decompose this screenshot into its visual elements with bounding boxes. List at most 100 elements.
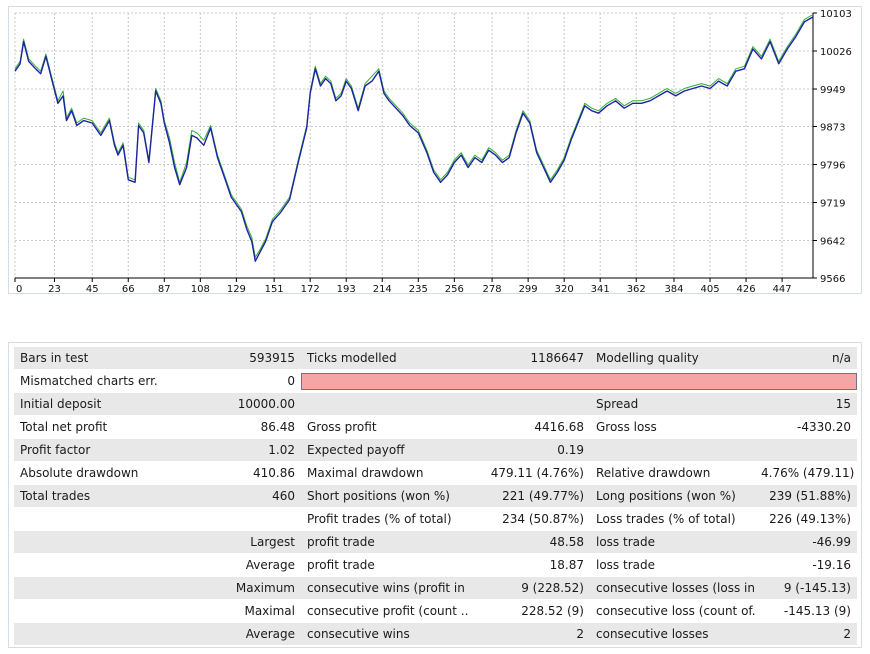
x-tick-label: 172 bbox=[301, 284, 320, 293]
report-cell: 479.11 (4.76%) bbox=[469, 461, 590, 485]
report-row: Bars in test 593915 Ticks modelled 1186647 M… bbox=[14, 347, 857, 370]
report-row: Average consecutive wins 2 consecutive loss… bbox=[14, 622, 857, 646]
report-cell: 4416.68 bbox=[469, 415, 590, 439]
report-row: Absolute drawdown 410.86 Maximal drawdown 4… bbox=[14, 461, 857, 485]
chart-grid bbox=[14, 12, 813, 279]
report-cell: Gross profit bbox=[301, 415, 469, 439]
report-cell: profit trade bbox=[301, 530, 469, 554]
balance-series-line bbox=[14, 16, 814, 262]
report-cell bbox=[14, 507, 159, 531]
x-tick-label: 320 bbox=[555, 284, 574, 293]
report-row: Largest profit trade 48.58 loss trade -46.99 bbox=[14, 530, 857, 554]
report-cell: Total trades bbox=[14, 484, 159, 508]
report-cell: consecutive loss (count of... bbox=[590, 599, 755, 623]
report-cell: -46.99 bbox=[755, 530, 857, 554]
x-tick-label: 108 bbox=[191, 284, 210, 293]
report-cell: 2 bbox=[755, 622, 857, 646]
x-tick-label: 426 bbox=[737, 284, 756, 293]
report-cell: 86.48 bbox=[159, 415, 301, 439]
report-cell: 0.19 bbox=[469, 438, 590, 462]
x-tick-label: 87 bbox=[158, 284, 171, 293]
report-cell: consecutive wins bbox=[301, 622, 469, 646]
x-tick-label: 405 bbox=[700, 284, 719, 293]
report-cell: Relative drawdown bbox=[590, 461, 755, 485]
y-tick-label: 9949 bbox=[820, 85, 845, 96]
report-cell: 18.87 bbox=[469, 553, 590, 577]
y-axis-ticks: 9566 9642 9719 9796 9873 9949 10026 10103 bbox=[820, 9, 852, 285]
report-cell: 228.52 (9) bbox=[469, 599, 590, 623]
report-cell: consecutive losses bbox=[590, 622, 755, 646]
x-tick-label: 447 bbox=[773, 284, 792, 293]
y-tick-label: 10103 bbox=[820, 9, 852, 20]
report-cell: 226 (49.13%) bbox=[755, 507, 857, 531]
y-tick-label: 9873 bbox=[820, 123, 845, 134]
report-row: Total net profit 86.48 Gross profit 4416.68… bbox=[14, 415, 857, 439]
report-cell: Maximal bbox=[159, 599, 301, 623]
report-row: Average profit trade 18.87 loss trade -19.16 bbox=[14, 553, 857, 577]
report-cell: Maximum bbox=[159, 576, 301, 600]
report-cell: -19.16 bbox=[755, 553, 857, 577]
mismatch-indicator-box bbox=[301, 372, 857, 390]
report-cell: Long positions (won %) bbox=[590, 484, 755, 508]
y-tick-label: 9719 bbox=[820, 198, 845, 209]
x-tick-label: 151 bbox=[265, 284, 284, 293]
report-cell: 239 (51.88%) bbox=[755, 484, 857, 508]
report-row: Profit factor 1.02 Expected payoff 0.19 bbox=[14, 438, 857, 462]
report-cell: 1186647 bbox=[469, 347, 590, 370]
x-tick-label: 23 bbox=[48, 284, 61, 293]
report-cell: consecutive wins (profit in ... bbox=[301, 576, 469, 600]
report-cell: 10000.00 bbox=[159, 392, 301, 416]
chart-axes bbox=[14, 12, 817, 282]
report-cell: -4330.20 bbox=[755, 415, 857, 439]
report-row: Initial deposit 10000.00 Spread 15 bbox=[14, 392, 857, 416]
report-cell: Ticks modelled bbox=[301, 347, 469, 370]
y-tick-label: 9566 bbox=[820, 274, 845, 285]
report-cell: 0 bbox=[159, 369, 301, 393]
report-cell: loss trade bbox=[590, 553, 755, 577]
report-cell: 1.02 bbox=[159, 438, 301, 462]
report-cell: 410.86 bbox=[159, 461, 301, 485]
x-tick-label: 129 bbox=[227, 284, 246, 293]
balance-chart-panel: 0 23 45 66 87 108 129 151 172 193 214 235 256 278 299 3… bbox=[8, 6, 862, 294]
x-tick-label: 256 bbox=[445, 284, 464, 293]
x-tick-label: 193 bbox=[337, 284, 356, 293]
report-cell bbox=[14, 622, 159, 646]
report-cell: Bars in test bbox=[14, 347, 159, 370]
report-row: Maximum consecutive wins (profit in ... 9 … bbox=[14, 576, 857, 600]
x-axis-ticks: 0 23 45 66 87 108 129 151 172 193 214 235 256 278 299 3… bbox=[16, 284, 792, 293]
mismatch-indicator-cell bbox=[301, 369, 857, 393]
report-cell: Initial deposit bbox=[14, 392, 159, 416]
x-tick-label: 299 bbox=[519, 284, 538, 293]
test-report-panel: Bars in test 593915 Ticks modelled 1186647 M… bbox=[8, 342, 862, 648]
x-tick-label: 0 bbox=[16, 284, 22, 293]
report-cell: -145.13 (9) bbox=[755, 599, 857, 623]
report-cell bbox=[14, 576, 159, 600]
report-cell: 460 bbox=[159, 484, 301, 508]
report-cell: 9 (-145.13) bbox=[755, 576, 857, 600]
report-cell: 15 bbox=[755, 392, 857, 416]
report-cell: Absolute drawdown bbox=[14, 461, 159, 485]
report-cell bbox=[301, 392, 469, 416]
report-cell: Largest bbox=[159, 530, 301, 554]
report-cell: Average bbox=[159, 622, 301, 646]
report-cell: 593915 bbox=[159, 347, 301, 370]
x-tick-label: 235 bbox=[409, 284, 428, 293]
report-cell bbox=[14, 599, 159, 623]
report-cell bbox=[755, 438, 857, 462]
x-tick-label: 214 bbox=[373, 284, 392, 293]
report-row: Total trades 460 Short positions (won %) 22… bbox=[14, 484, 857, 508]
report-cell: loss trade bbox=[590, 530, 755, 554]
report-cell: Profit trades (% of total) bbox=[301, 507, 469, 531]
report-cell: Expected payoff bbox=[301, 438, 469, 462]
report-cell: consecutive losses (loss in ... bbox=[590, 576, 755, 600]
report-cell bbox=[14, 553, 159, 577]
report-cell: Maximal drawdown bbox=[301, 461, 469, 485]
report-row: Mismatched charts err... 0 bbox=[14, 369, 857, 393]
report-cell: Short positions (won %) bbox=[301, 484, 469, 508]
report-cell: 48.58 bbox=[469, 530, 590, 554]
report-cell: Profit factor bbox=[14, 438, 159, 462]
report-cell bbox=[14, 530, 159, 554]
report-cell bbox=[159, 507, 301, 531]
x-tick-label: 384 bbox=[664, 284, 683, 293]
x-tick-label: 341 bbox=[591, 284, 610, 293]
